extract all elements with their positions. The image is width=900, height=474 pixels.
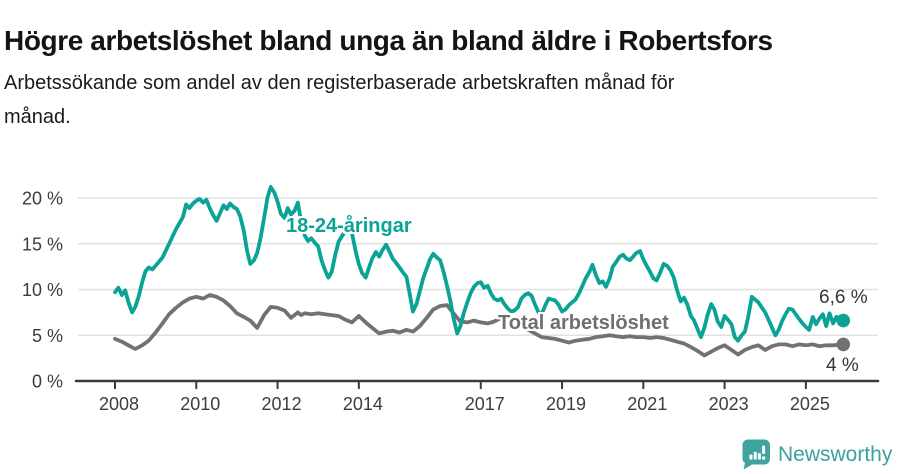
y-axis-tick-label: 15 % bbox=[22, 234, 63, 254]
x-axis-tick-label: 2014 bbox=[343, 394, 383, 414]
newsworthy-logo[interactable]: Newsworthy bbox=[742, 439, 892, 470]
x-axis-tick-label: 2010 bbox=[180, 394, 220, 414]
y-axis-tick-label: 0 % bbox=[32, 372, 63, 392]
y-axis-tick-label: 20 % bbox=[22, 189, 63, 209]
y-axis-tick-label: 10 % bbox=[22, 280, 63, 300]
chart-title: Högre arbetslöshet bland unga än bland ä… bbox=[4, 24, 773, 56]
y-axis-tick-label: 5 % bbox=[32, 326, 63, 346]
chart-subtitle-line1: Arbetssökande som andel av den registerb… bbox=[4, 72, 675, 94]
x-axis-tick-label: 2012 bbox=[262, 394, 302, 414]
end-value-young: 6,6 % bbox=[819, 287, 868, 308]
x-axis-tick-label: 2023 bbox=[709, 394, 749, 414]
series-end-dot-total bbox=[836, 337, 851, 352]
series-label-total: Total arbetslöshet bbox=[498, 312, 669, 334]
series-end-dot-young bbox=[836, 313, 851, 328]
newsworthy-wordmark: Newsworthy bbox=[778, 442, 893, 466]
series-label-young: 18-24-åringar bbox=[286, 215, 412, 237]
chart-subtitle-line2: månad. bbox=[4, 106, 71, 128]
chart-subtitle: Arbetssökande som andel av den registerb… bbox=[4, 66, 674, 134]
series-line-young bbox=[113, 185, 846, 343]
end-value-total: 4 % bbox=[826, 355, 859, 376]
x-axis-tick-label: 2008 bbox=[99, 394, 139, 414]
x-axis-tick-label: 2021 bbox=[627, 394, 667, 414]
x-axis-tick-label: 2019 bbox=[546, 394, 586, 414]
newsworthy-icon bbox=[742, 439, 770, 470]
x-axis-tick-label: 2017 bbox=[465, 394, 505, 414]
x-axis-tick-label: 2025 bbox=[790, 394, 830, 414]
series-line-total bbox=[113, 293, 846, 358]
